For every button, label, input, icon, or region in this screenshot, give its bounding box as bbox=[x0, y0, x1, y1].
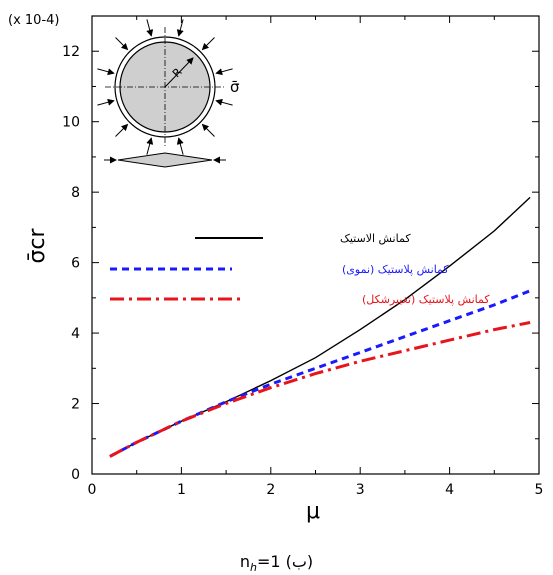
pressure-arrows bbox=[97, 19, 233, 155]
pressure-arrow bbox=[201, 123, 215, 137]
caption-rest: =1 (ب) bbox=[256, 552, 314, 571]
x-tick-label: 5 bbox=[535, 482, 544, 498]
caption-subscript: h bbox=[249, 561, 257, 575]
y-axis-title: σ̄cr bbox=[25, 228, 50, 264]
legend-label-plastic-incremental: کمانش پلاستیک (نموی) bbox=[342, 263, 449, 276]
pressure-arrow bbox=[115, 37, 129, 51]
x-tick-label: 0 bbox=[88, 482, 97, 498]
series-layer bbox=[109, 196, 531, 458]
figure-caption: nh=1 (ب) bbox=[0, 552, 553, 574]
caption-n: n bbox=[239, 552, 250, 571]
x-axis-title: μ bbox=[306, 499, 320, 524]
y-scale-note: (x 10-4) bbox=[8, 13, 59, 28]
x-tick-label: 1 bbox=[177, 482, 186, 498]
pressure-arrow bbox=[201, 37, 215, 51]
pressure-arrow bbox=[215, 68, 233, 76]
x-tick-label: 4 bbox=[445, 482, 454, 498]
pressure-arrow bbox=[115, 123, 129, 137]
pressure-arrow bbox=[97, 68, 115, 76]
radius-line bbox=[164, 57, 194, 88]
y-tick-label: 0 bbox=[71, 467, 80, 483]
shell-schematic: R σ̄ bbox=[97, 19, 240, 168]
y-tick-label: 10 bbox=[62, 115, 80, 131]
pressure-arrow bbox=[97, 98, 115, 106]
y-tick-label: 8 bbox=[71, 185, 80, 201]
load-label: σ̄ bbox=[230, 78, 240, 96]
pressure-arrow bbox=[146, 19, 154, 37]
pressure-arrow bbox=[146, 137, 154, 155]
legend-label-elastic: کمانش الاستیک bbox=[340, 232, 411, 245]
pressure-arrow bbox=[215, 98, 233, 106]
pressure-arrow bbox=[176, 137, 184, 155]
series-line-plastic-deformation bbox=[109, 321, 531, 458]
x-tick-label: 2 bbox=[266, 482, 275, 498]
legend-label-plastic-deformation: کمانش پلاستیک (تغییرشکل) bbox=[362, 293, 490, 306]
y-tick-label: 6 bbox=[71, 256, 80, 272]
pressure-arrow bbox=[176, 19, 184, 37]
y-tick-label: 4 bbox=[71, 326, 80, 342]
x-tick-label: 3 bbox=[356, 482, 365, 498]
y-tick-label: 2 bbox=[71, 397, 80, 413]
legend: کمانش الاستیک کمانش پلاستیک (نموی) کمانش… bbox=[110, 232, 490, 306]
y-tick-label: 12 bbox=[62, 44, 80, 60]
lens-profile bbox=[117, 152, 213, 168]
